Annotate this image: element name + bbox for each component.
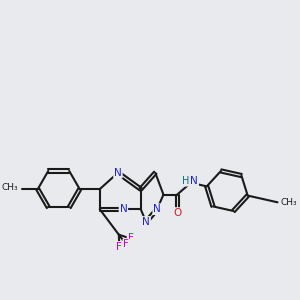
- Text: CH₃: CH₃: [2, 183, 18, 192]
- Text: CH₃: CH₃: [280, 198, 297, 207]
- Text: F: F: [123, 239, 129, 250]
- Text: F: F: [128, 233, 134, 244]
- Text: N: N: [114, 168, 122, 178]
- Text: N: N: [142, 217, 150, 227]
- Text: H: H: [182, 176, 189, 186]
- Text: N: N: [153, 204, 161, 214]
- Text: F: F: [116, 242, 122, 252]
- Text: N: N: [119, 204, 127, 214]
- Text: O: O: [173, 208, 181, 218]
- Text: N: N: [190, 176, 198, 186]
